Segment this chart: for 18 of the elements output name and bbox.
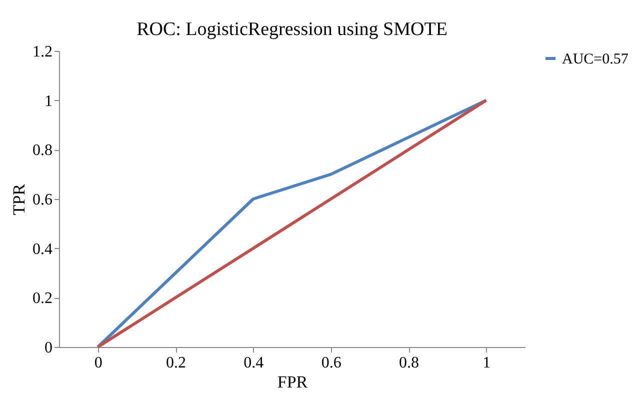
y-tick-label: 0.2: [32, 290, 52, 308]
y-tick-label: 1.2: [32, 44, 52, 60]
x-tick-label: 0.2: [166, 354, 186, 372]
y-tick-label: 0.8: [32, 142, 52, 160]
x-tick-label: 0.8: [399, 354, 419, 372]
y-axis-title: TPR: [10, 183, 28, 216]
x-axis-title: FPR: [277, 372, 308, 392]
legend-label: AUC=0.57: [562, 52, 629, 68]
x-tick-label: 0.6: [321, 354, 342, 372]
y-tick-label: 1: [44, 92, 52, 110]
y-tick-label: 0.6: [32, 192, 52, 208]
x-tick-label: 1: [482, 354, 491, 372]
line-series: [96, 98, 488, 348]
chart-title: ROC: LogisticRegression using SMOTE: [136, 19, 448, 40]
y-tick-label: 0.4: [32, 240, 52, 258]
x-tick-label: 0: [94, 354, 102, 372]
x-tick-label: 0.4: [244, 354, 264, 372]
y-tick-label: 0: [44, 340, 52, 356]
